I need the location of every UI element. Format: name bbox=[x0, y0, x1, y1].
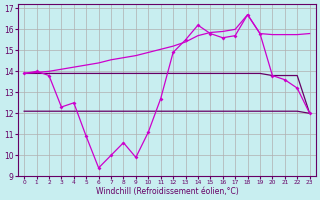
X-axis label: Windchill (Refroidissement éolien,°C): Windchill (Refroidissement éolien,°C) bbox=[96, 187, 238, 196]
